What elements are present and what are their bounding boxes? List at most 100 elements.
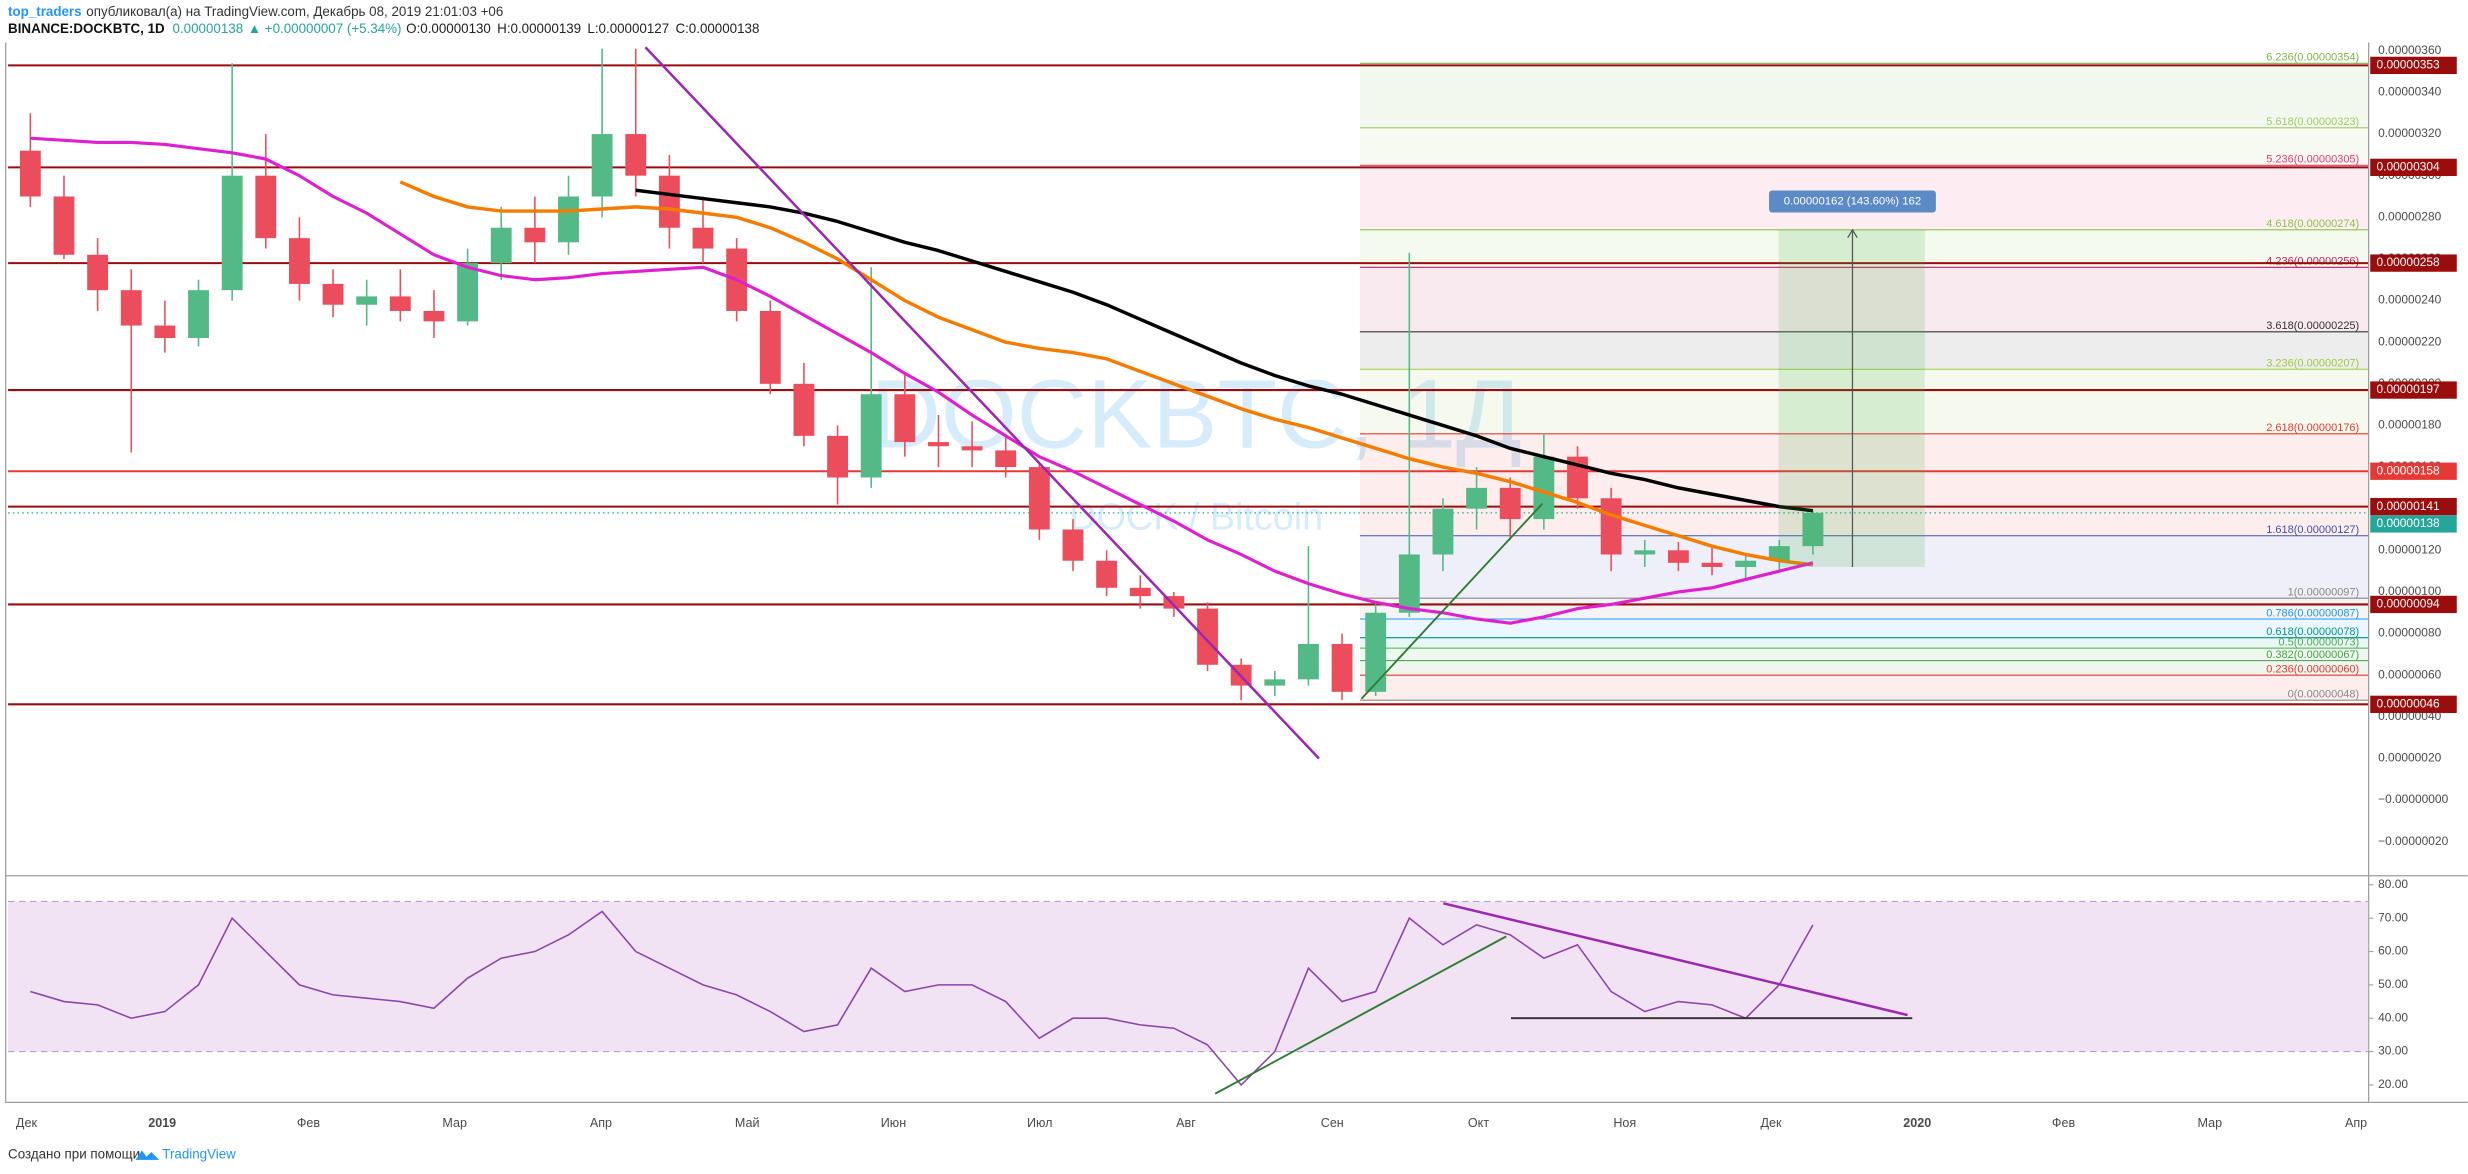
fib-label: 1(0.00000097) [2288, 587, 2360, 599]
x-tick-label: Апр [590, 1116, 612, 1130]
rsi-tick-label: 20.00 [2378, 1077, 2408, 1091]
x-tick-label: Сен [1321, 1116, 1344, 1130]
y-tick-label: −0.00000020 [2378, 834, 2448, 848]
fib-band [1359, 267, 2369, 332]
x-tick-label: 2019 [148, 1116, 176, 1130]
candle-body [188, 290, 209, 339]
level-tag-bg [2370, 695, 2457, 713]
fib-label: 5.618(0.00000323) [2266, 116, 2359, 128]
rsi-tick-label: 50.00 [2378, 977, 2408, 991]
fib-band [1359, 331, 2369, 370]
candle-body [87, 254, 109, 291]
ohlc-close: C:0.00000138 [675, 21, 759, 36]
y-tick-label: 0.00000120 [2378, 542, 2442, 556]
candle-body [558, 196, 579, 243]
level-tag: 0.00000258 [2377, 255, 2441, 269]
candle-body [860, 394, 882, 478]
rsi-tick-label: 80.00 [2378, 877, 2408, 891]
y-tick-label: 0.00000180 [2378, 418, 2442, 432]
candles [19, 48, 1824, 701]
candle-body [389, 296, 411, 311]
candle-body [1667, 550, 1689, 563]
fib-label: 1.618(0.00000127) [2266, 524, 2359, 536]
rsi-tick-label: 40.00 [2378, 1010, 2408, 1024]
brand-logo [135, 1150, 160, 1160]
level-tag-bg [2370, 56, 2457, 75]
x-tick-label: Мар [2197, 1116, 2222, 1130]
candle-body [591, 134, 613, 197]
rsi-pane: 80.00 70.00 60.00 50.00 40.00 30.00 20.00 [8, 877, 2408, 1091]
measure-tool: 0.00000162 (143.60%) 162 [1769, 190, 1936, 567]
candle-body [255, 175, 277, 239]
level-tag-bg [2370, 381, 2457, 399]
last-price-tag-bg [2370, 515, 2457, 533]
fib-label: 4.236(0.00000256) [2266, 256, 2359, 268]
y-tick-label: 0.00000360 [2378, 43, 2442, 57]
x-tick-label: Мар [442, 1116, 467, 1130]
fib-label: 0.236(0.00000060) [2266, 664, 2359, 676]
ohlc-low: L:0.00000127 [587, 21, 669, 36]
rsi-trend-line [1443, 902, 1908, 1017]
fib-band [1359, 618, 2369, 638]
candle-body [322, 283, 344, 305]
candle-body [793, 383, 815, 436]
candle-body [1533, 456, 1555, 520]
y-tick-label: −0.00000000 [2378, 792, 2448, 806]
level-tag: 0.00000141 [2377, 499, 2441, 513]
x-tick-label: Апр [2345, 1116, 2367, 1130]
candle-body [1701, 562, 1723, 567]
x-tick-label: Окт [1468, 1116, 1489, 1130]
fib-band [1359, 229, 2369, 268]
candle-body [1028, 467, 1050, 530]
candle-body [1802, 512, 1824, 547]
candle-body [1197, 608, 1218, 665]
x-tick-label: 2020 [1903, 1116, 1931, 1130]
watermark-sub: DOCK / Bitcoin [1069, 496, 1323, 538]
fib-band [1359, 127, 2369, 166]
y-tick-label: 0.00000100 [2378, 584, 2442, 598]
y-tick-label: 0.00000240 [2378, 293, 2442, 307]
last-price-tag: 0.00000138 [2377, 516, 2441, 530]
candle-body [1331, 643, 1353, 692]
fib-label: 0.618(0.00000078) [2266, 626, 2359, 638]
level-tag: 0.00000046 [2377, 696, 2441, 710]
level-tag: 0.00000197 [2377, 382, 2441, 396]
trend-line [1360, 502, 1544, 700]
moving-average [635, 188, 1814, 513]
measure-label: 0.00000162 (143.60%) 162 [1784, 195, 1921, 207]
y-tick-label: 0.00000020 [2378, 751, 2442, 765]
fib-band [1359, 63, 2369, 128]
candle-body [1398, 554, 1420, 613]
x-tick-label: Май [735, 1116, 760, 1130]
candle-body [1768, 546, 1790, 561]
x-tick-label: Июл [1027, 1116, 1053, 1130]
level-tag-bg [2370, 497, 2457, 516]
candle-body [53, 196, 75, 255]
candle-body [1264, 679, 1286, 686]
fib-band [1359, 675, 2369, 701]
x-tick-label: Фев [297, 1116, 321, 1130]
rsi-tick-label: 60.00 [2378, 944, 2408, 958]
candle-body [356, 296, 378, 305]
x-tick-label: Авг [1176, 1116, 1196, 1130]
candle-body [490, 227, 512, 264]
fib-band [1359, 598, 2369, 619]
rsi-band [8, 901, 2369, 1052]
price-tags: 0.00000353 0.00000304 0.00000258 0.00000197… [2370, 56, 2457, 713]
fib-band [1359, 637, 2369, 649]
candle-body [1432, 508, 1454, 555]
measure-label-bg [1769, 190, 1936, 213]
candle-body [524, 227, 546, 243]
candle-body [1129, 587, 1151, 597]
candle-body [154, 325, 176, 339]
candle-body [1735, 560, 1757, 567]
y-tick-label: 0.00000280 [2378, 209, 2442, 223]
measure-box [1778, 229, 1925, 567]
candle-body [961, 446, 983, 451]
candle-body [658, 175, 680, 228]
footer-text: Создано при помощи [8, 1147, 140, 1162]
candle-body [457, 263, 479, 322]
symbol-line: BINANCE:DOCKBTC, 1D 0.00000138 ▲ +0.000000… [8, 21, 759, 36]
fib-band [1359, 369, 2369, 434]
